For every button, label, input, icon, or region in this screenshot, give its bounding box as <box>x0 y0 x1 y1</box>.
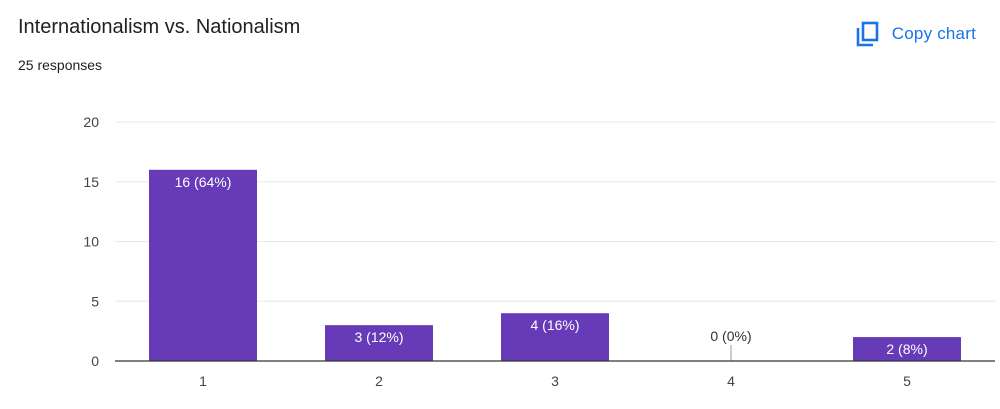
y-tick-label: 15 <box>83 174 99 190</box>
response-count: 25 responses <box>18 57 103 73</box>
y-tick-label: 5 <box>91 293 99 309</box>
bar <box>501 313 609 361</box>
data-label: 4 (16%) <box>530 317 579 333</box>
x-tick-label: 3 <box>551 373 559 389</box>
x-tick-label: 4 <box>727 373 735 389</box>
data-label: 3 (12%) <box>354 329 403 345</box>
copy-icon <box>856 21 879 47</box>
copy-chart-button[interactable]: Copy chart <box>854 14 976 54</box>
x-tick-label: 2 <box>375 373 383 389</box>
y-tick-label: 20 <box>83 114 99 130</box>
chart-title: Internationalism vs. Nationalism <box>18 16 301 38</box>
data-label: 0 (0%) <box>710 328 751 344</box>
x-tick-label: 5 <box>903 373 911 389</box>
data-label: 2 (8%) <box>886 341 927 357</box>
y-tick-label: 0 <box>91 353 99 369</box>
data-label: 16 (64%) <box>175 174 232 190</box>
y-tick-label: 10 <box>83 234 99 250</box>
copy-chart-label: Copy chart <box>891 24 976 43</box>
bar <box>325 325 433 361</box>
bar <box>149 169 257 361</box>
chart-area: 0 5 10 15 20 16 (64%) 3 (12%) 4 (16%) 0 (0%) 2 (8… <box>0 100 1000 404</box>
chart-header: Internationalism vs. Nationalism 25 resp… <box>18 14 982 84</box>
x-tick-label: 1 <box>199 373 207 389</box>
bar <box>853 337 961 361</box>
